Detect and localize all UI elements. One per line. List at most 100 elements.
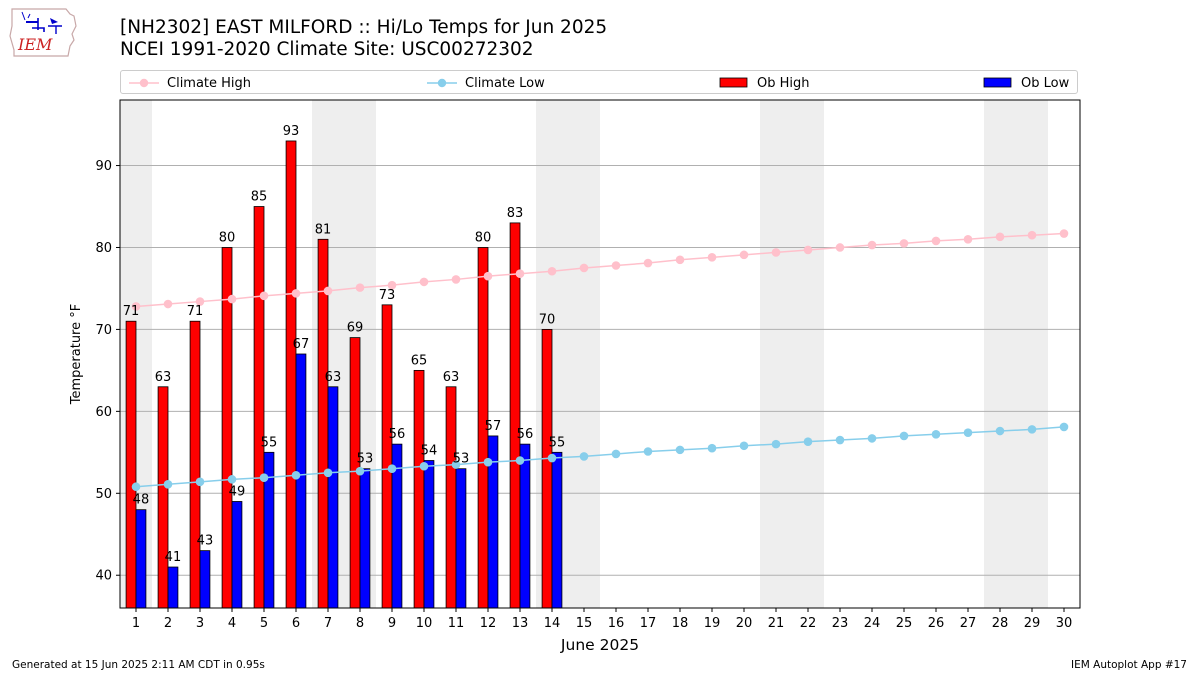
x-tick-label: 13 <box>512 616 529 631</box>
legend: Climate High Climate Low Ob High Ob Low <box>120 70 1078 94</box>
x-tick-label: 12 <box>480 616 497 631</box>
climate-high-point <box>131 302 141 311</box>
x-tick-label: 19 <box>704 616 721 631</box>
climate-high-line <box>135 232 1065 308</box>
climate-low-point <box>259 473 269 483</box>
climate-high-point <box>195 297 205 306</box>
x-tick-label: 27 <box>960 616 977 631</box>
climate-high-point <box>963 234 973 244</box>
climate-low-point <box>323 468 333 478</box>
ob-high-data-label: 70 <box>539 312 556 327</box>
ob-high-bar <box>509 222 521 609</box>
ob-high-bar <box>413 369 425 609</box>
ob-low-data-label: 54 <box>421 444 438 459</box>
climate-low-point <box>1027 425 1037 434</box>
y-tick-label: 60 <box>95 405 112 420</box>
x-tick-label: 23 <box>832 616 849 631</box>
x-tick-label: 25 <box>896 616 913 631</box>
ob-low-data-label: 41 <box>165 550 182 565</box>
y-tick-label: 90 <box>95 159 112 174</box>
climate-low-point <box>739 441 749 451</box>
x-tick-label: 28 <box>992 616 1009 631</box>
ob-high-data-label: 80 <box>219 230 236 245</box>
ob-low-data-label: 57 <box>485 419 502 434</box>
climate-high-point <box>515 269 525 279</box>
climate-high-point <box>1027 230 1037 240</box>
ob-high-data-label: 80 <box>475 230 492 245</box>
climate-high-point <box>547 266 557 276</box>
y-tick-label: 50 <box>95 487 112 502</box>
climate-high-point <box>1059 229 1069 238</box>
ob-high-bar <box>253 206 265 609</box>
climate-high-point <box>355 283 365 292</box>
climate-low-point <box>963 428 973 437</box>
climate-high-point <box>995 232 1005 242</box>
y-tick-label: 70 <box>95 323 112 338</box>
x-tick-label: 24 <box>864 616 881 631</box>
x-tick-label: 4 <box>228 616 236 631</box>
climate-high-point <box>387 280 397 290</box>
climate-high-point <box>291 289 301 298</box>
climate-high-point <box>451 275 461 284</box>
ob-high-data-label: 73 <box>379 288 396 303</box>
climate-high-point <box>675 255 685 265</box>
ob-high-bar <box>157 386 169 609</box>
climate-high-point <box>323 286 333 296</box>
x-tick-label: 6 <box>292 616 300 631</box>
climate-low-point <box>547 453 557 463</box>
climate-high-point <box>611 261 621 270</box>
iem-logo: IEM <box>8 6 80 60</box>
climate-low-point <box>451 460 461 469</box>
climate-low-point <box>675 445 685 455</box>
y-tick-label: 40 <box>95 569 112 584</box>
ob-low-bar <box>551 451 563 609</box>
climate-high-point <box>739 250 749 260</box>
climate-high-point <box>707 253 717 262</box>
legend-label-climate-high: Climate High <box>167 75 252 91</box>
chart-subtitle: NCEI 1991-2020 Climate Site: USC00272302 <box>120 39 534 60</box>
climate-high-point <box>867 240 877 250</box>
x-tick-label: 26 <box>928 616 945 631</box>
x-tick-label: 1 <box>132 616 140 631</box>
ob-low-data-label: 67 <box>293 337 310 352</box>
x-tick-label: 18 <box>672 616 689 631</box>
ob-low-data-label: 56 <box>517 427 534 442</box>
ob-low-data-label: 53 <box>453 452 470 467</box>
ob-low-bar <box>199 550 211 609</box>
legend-item-ob-high: Ob High <box>719 71 810 95</box>
y-tick-label: 80 <box>95 241 112 256</box>
ob-high-swatch-icon <box>719 77 748 88</box>
climate-low-point <box>515 456 525 465</box>
x-tick-label: 21 <box>768 616 785 631</box>
climate-high-point <box>419 277 429 287</box>
ob-low-data-label: 56 <box>389 427 406 442</box>
ob-low-data-label: 63 <box>325 370 342 385</box>
logo-text: IEM <box>17 35 53 54</box>
ob-low-bar <box>359 468 371 609</box>
weekend-shade <box>760 100 824 608</box>
ob-low-data-label: 43 <box>197 534 214 549</box>
x-tick-label: 17 <box>640 616 657 631</box>
climate-low-point <box>771 439 781 449</box>
x-tick-label: 11 <box>448 616 465 631</box>
ob-low-swatch-icon <box>983 77 1012 88</box>
climate-low-point <box>131 482 141 492</box>
ob-high-data-label: 71 <box>123 304 140 319</box>
climate-low-point <box>387 464 397 474</box>
climate-high-point <box>803 245 813 255</box>
ob-high-bar <box>125 320 137 609</box>
x-tick-label: 22 <box>800 616 817 631</box>
ob-high-data-label: 85 <box>251 190 268 205</box>
ob-high-bar <box>285 140 297 609</box>
app-label: IEM Autoplot App #17 <box>1071 659 1187 671</box>
ob-high-data-label: 63 <box>443 370 460 385</box>
ob-high-data-label: 69 <box>347 321 364 336</box>
legend-item-climate-high: Climate High <box>129 71 251 95</box>
plot-frame <box>119 99 1081 609</box>
climate-high-line-icon <box>129 78 159 88</box>
legend-item-ob-low: Ob Low <box>983 71 1069 95</box>
climate-high-point <box>643 258 653 268</box>
ob-high-bar <box>189 320 201 609</box>
generated-timestamp: Generated at 15 Jun 2025 2:11 AM CDT in … <box>12 659 265 671</box>
climate-low-point <box>643 447 653 456</box>
